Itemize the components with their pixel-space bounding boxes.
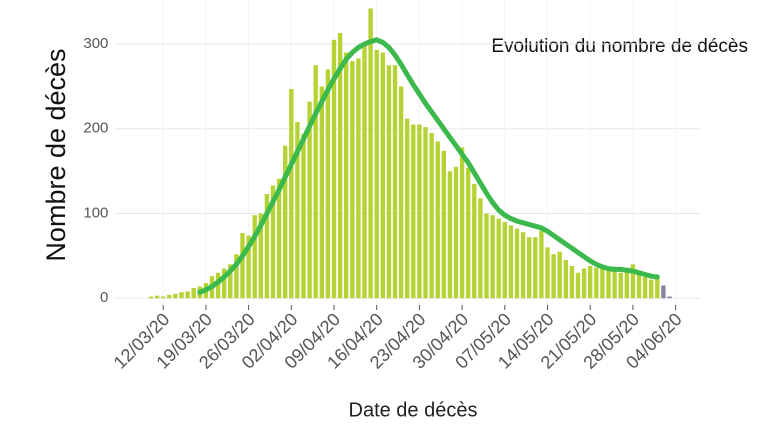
y-tick-label: 300 [83, 35, 108, 52]
bar [167, 294, 172, 299]
y-tick-label: 100 [83, 204, 108, 221]
bar [222, 268, 227, 299]
bar [466, 167, 471, 299]
bar [398, 86, 404, 299]
bar [148, 296, 154, 299]
bar [386, 65, 392, 299]
bar [411, 124, 416, 299]
bar [154, 295, 160, 299]
bar [313, 65, 318, 299]
bar [356, 58, 361, 299]
bar [283, 145, 288, 299]
bar [161, 296, 166, 299]
y-tick-label: 200 [83, 120, 108, 137]
bar [362, 44, 367, 299]
bar [514, 228, 520, 299]
bar [520, 232, 526, 299]
bar [234, 254, 239, 299]
smoothed-line [197, 37, 660, 295]
bar [301, 133, 306, 299]
bar [527, 237, 532, 299]
bar [289, 88, 294, 299]
y-axis-label: Nombre de décès [41, 48, 71, 261]
bar [655, 277, 660, 299]
bar [344, 52, 349, 299]
bar [246, 235, 251, 299]
bar [557, 251, 562, 299]
bar [508, 225, 514, 299]
bar [240, 232, 245, 299]
bar [649, 279, 654, 299]
bar [435, 141, 440, 299]
bar [667, 296, 672, 299]
bar [551, 254, 556, 299]
bar [563, 260, 568, 299]
bar [337, 33, 343, 299]
bar [478, 198, 483, 299]
bar [575, 272, 581, 299]
bar [350, 61, 355, 299]
bar [581, 268, 587, 299]
bar [453, 166, 459, 299]
bar [374, 49, 379, 299]
bar [642, 277, 648, 299]
bar [331, 39, 337, 299]
bar [447, 171, 453, 299]
bar [661, 285, 666, 299]
bar [429, 133, 434, 299]
bar [496, 218, 501, 299]
bar [606, 269, 611, 299]
bar [258, 213, 263, 299]
bar [270, 185, 276, 299]
bar [618, 272, 623, 299]
bar [545, 247, 550, 299]
bar [441, 150, 446, 299]
bar [539, 230, 544, 299]
bar [423, 127, 428, 299]
x-axis-label: Date de décès [349, 399, 478, 421]
bar [472, 183, 477, 299]
bar [392, 65, 398, 299]
bar [600, 268, 605, 299]
bar [325, 69, 331, 299]
bar [264, 194, 270, 299]
bar [459, 147, 465, 299]
bar [405, 118, 410, 299]
bar [502, 221, 507, 299]
bar [215, 272, 221, 299]
bar [276, 178, 282, 299]
bar [490, 215, 495, 299]
y-tick-label: 0 [100, 289, 108, 306]
bar [191, 288, 196, 299]
bar [307, 101, 312, 299]
bar [624, 267, 629, 299]
bar [636, 271, 642, 299]
bar [417, 124, 422, 299]
bar [179, 292, 184, 299]
bar [252, 215, 257, 299]
bar [588, 266, 593, 299]
bar [295, 122, 300, 299]
bar [484, 213, 489, 299]
bar [319, 86, 324, 299]
bar [368, 8, 373, 299]
bar [185, 291, 190, 299]
bar [569, 266, 575, 299]
bar [533, 237, 538, 299]
bar [630, 264, 636, 299]
bar [380, 52, 385, 299]
bar [612, 270, 617, 299]
chart-title: Evolution du nombre de décès [491, 36, 748, 57]
bar [228, 264, 233, 299]
bar [594, 267, 599, 299]
bar [173, 293, 178, 299]
